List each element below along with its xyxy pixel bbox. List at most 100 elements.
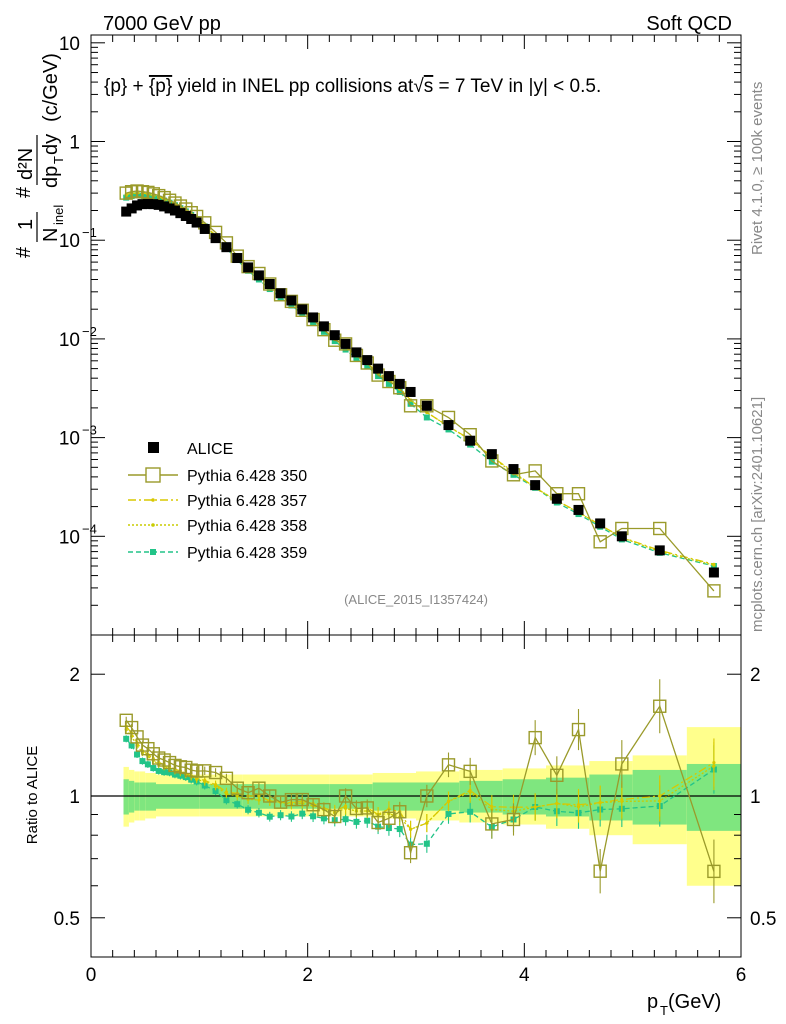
data-point [329,330,340,341]
x-axis-label: p T (GeV) [647,991,721,1018]
ratio-point [403,846,418,860]
legend-entry: ALICE [148,441,233,458]
legend-marker [151,498,155,502]
ratio-point [224,790,229,794]
ratio-point [245,806,252,813]
svg-text:inel: inel [51,205,66,225]
data-point [169,205,180,216]
data-point [148,199,159,210]
ratio-point [166,769,173,776]
xlabel-sub: T [660,1003,668,1018]
ratio-point [252,781,266,795]
stat-band [589,774,633,821]
data-point [318,321,329,332]
data-point [159,201,170,212]
process-label: Soft QCD [646,13,732,35]
data-point [121,206,132,217]
ratio-point [299,810,306,817]
data-point [373,363,384,374]
ratio-point [198,764,212,778]
mcplots-label: mcplots.cern.ch [arXiv:2401.10621] [749,397,766,632]
ratio-point [230,781,244,795]
data-point [199,223,210,234]
ratio-ytick-label: 2 [69,665,80,686]
main-point [288,302,295,309]
ratio-point [241,786,255,800]
ratio-point [213,783,218,787]
ratio-point [353,818,360,825]
svg-text:#: # [13,186,35,198]
title-pre: {p} + [104,76,149,97]
data-point [286,295,297,306]
ratio-point [273,795,288,809]
svg-text:(c/GeV): (c/GeV) [40,53,62,122]
ratio-series-line [125,738,715,846]
main-point [707,584,721,598]
ratio-point [423,840,430,847]
main-point [407,400,414,407]
svg-text:T: T [51,156,66,164]
ratio-point [620,797,624,802]
svg-text:10: 10 [59,231,80,252]
ylabel-inel: inel [51,205,66,225]
svg-text:10: 10 [59,527,80,548]
ratio-point [393,805,407,819]
ratio-point [171,771,178,778]
svg-text:N: N [40,228,62,242]
data-point [595,518,606,529]
data-point [253,270,264,281]
main-point [375,373,382,380]
ylabel-unit: (c/GeV) [40,53,62,122]
svg-text:1: 1 [15,219,37,230]
beam-label: 7000 GeV pp [103,13,221,35]
ylabel-dy: dy [40,134,62,155]
ylabel-one: 1 [15,219,37,230]
data-point [551,493,562,504]
legend-label: Pythia 6.428 358 [187,518,307,535]
ratio-point [598,801,602,805]
title-post: = 7 TeV in |y| < 0.5. [433,76,601,97]
main-point [593,535,607,549]
ratio-point [150,765,157,772]
ratio-point [320,815,327,822]
ratio-point [288,813,295,820]
main-point [364,363,371,370]
ylabel-d2n: d²N [15,148,37,180]
data-point [221,242,232,253]
ratio-point [306,798,320,812]
legend-label: Pythia 6.428 350 [187,468,307,485]
ratio-series-line [125,728,715,831]
data-point [486,449,497,460]
svg-text:−1: −1 [82,225,97,240]
x-tick-label: 0 [86,965,97,986]
data-point [394,378,405,389]
svg-text:#: # [13,246,35,258]
ratio-point [360,801,374,815]
data-point [264,279,275,290]
svg-text:dy: dy [40,134,62,155]
data-point [191,217,202,228]
data-point [308,312,319,323]
ratio-point [342,816,349,823]
xlabel-unit: (GeV) [668,991,721,1013]
ratio-point [234,801,241,808]
main-series-dashed-square [123,192,717,570]
rivet-label: Rivet 4.1.0, ≥ 100k events [749,82,766,255]
main-point [353,355,360,362]
ratio-point [295,792,309,807]
x-tick-label: 2 [302,965,313,986]
ylabel-hash2: # [13,186,35,198]
ratio-point [161,769,168,776]
svg-text:10: 10 [59,34,80,55]
legend-entry: Pythia 6.428 358 [128,518,307,535]
ratio-point [317,802,331,817]
ratio-point [707,864,721,879]
ratio-ytick-label: 0.5 [54,909,80,930]
main-point [712,562,716,566]
main-point [320,328,327,335]
legend-marker [148,442,159,453]
ratio-point [533,805,537,809]
ratio-point [155,767,162,774]
main-ytick-label: 10 −2 [59,324,97,351]
data-point [383,371,394,382]
